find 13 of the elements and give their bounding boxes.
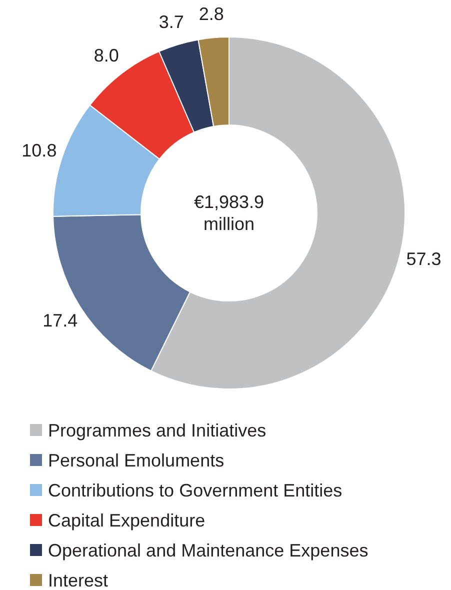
legend-label: Interest — [48, 570, 108, 590]
legend-label: Contributions to Government Entities — [48, 480, 342, 500]
legend-label: Capital Expenditure — [48, 510, 206, 530]
data-label: 8.0 — [94, 45, 119, 66]
data-label: 3.7 — [158, 12, 184, 32]
text: €1,983.9 million — [194, 192, 264, 234]
data-label: 2.8 — [198, 4, 224, 24]
legend-label: Personal Emoluments — [48, 450, 224, 470]
legend-label: Programmes and Initiatives — [48, 420, 266, 440]
data-label: 10.8 — [22, 140, 57, 160]
legend-label: Operational and Maintenance Expenses — [48, 540, 368, 560]
data-label: 17.4 — [42, 310, 78, 330]
data-label: 57.3 — [406, 248, 442, 269]
